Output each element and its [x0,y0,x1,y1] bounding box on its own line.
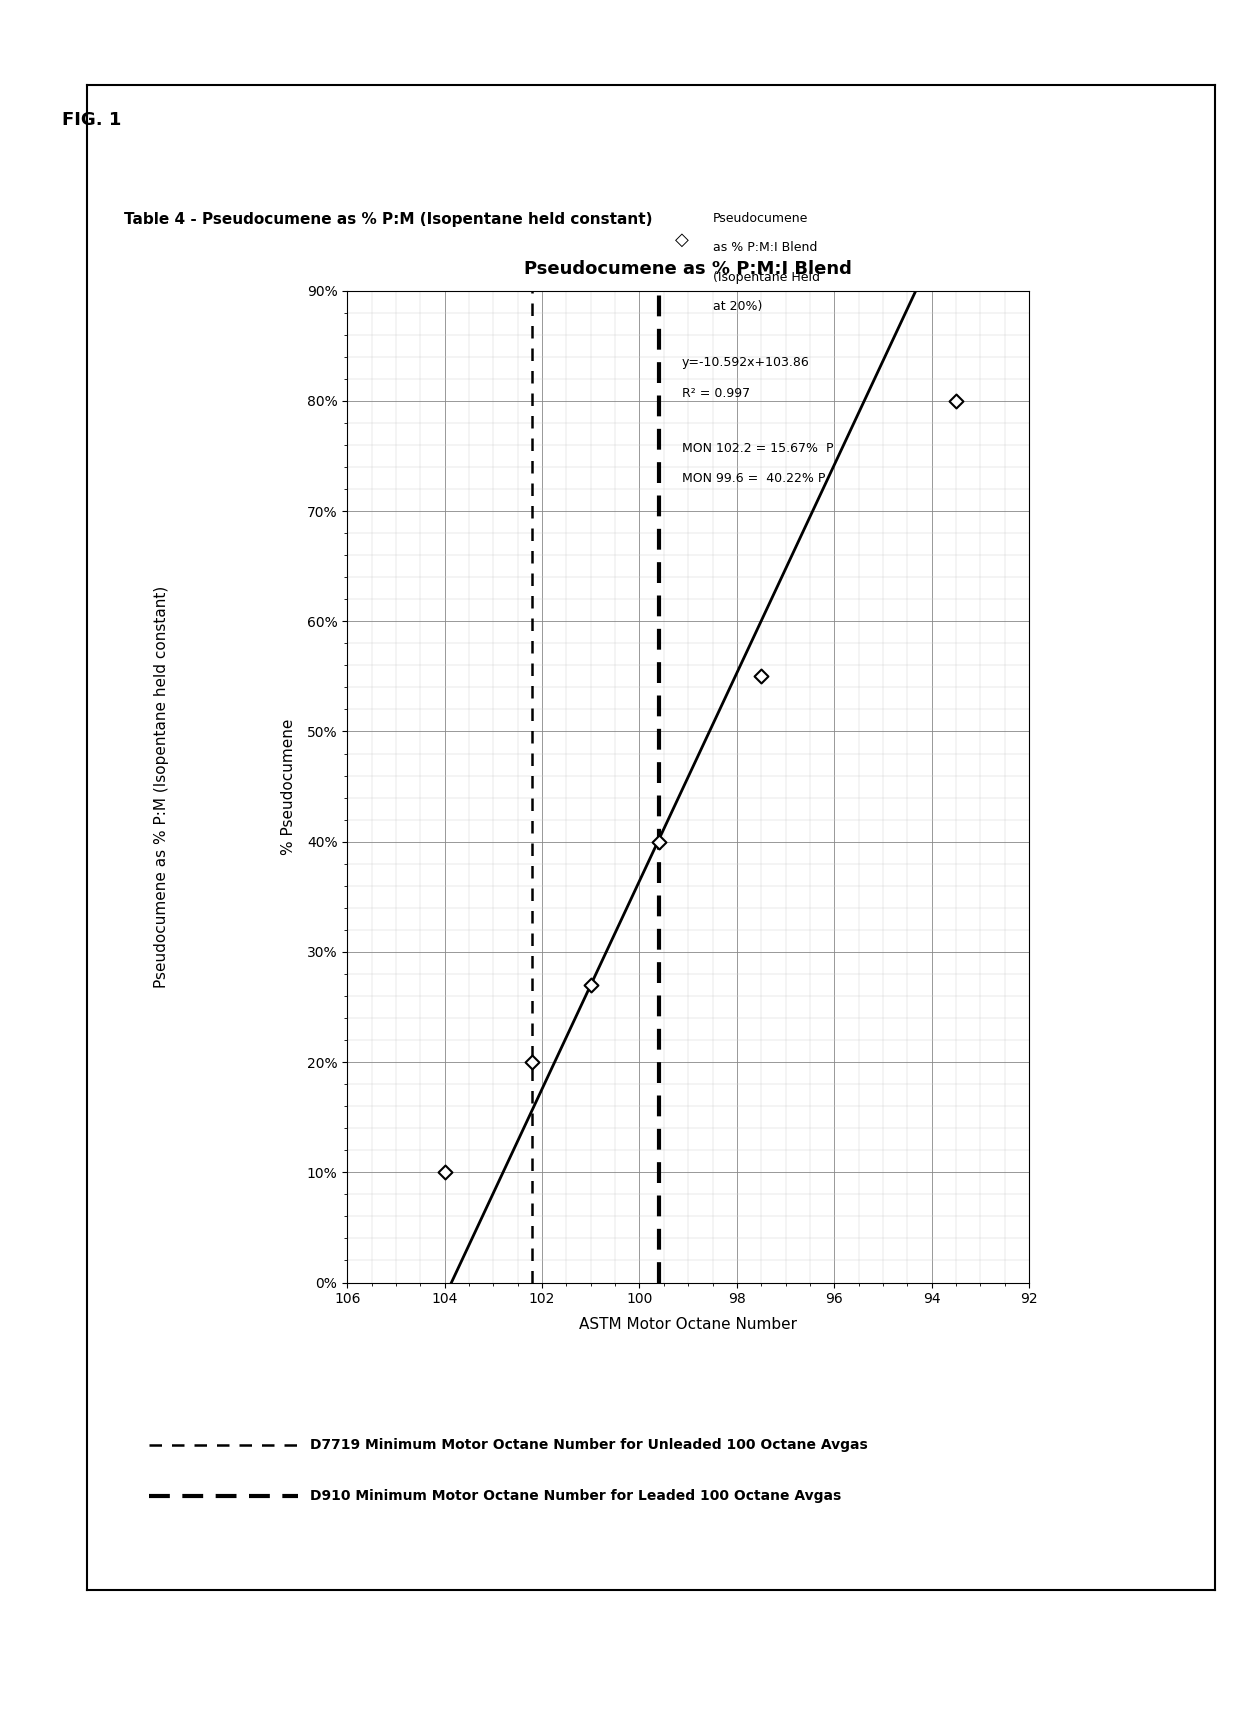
X-axis label: ASTM Motor Octane Number: ASTM Motor Octane Number [579,1317,797,1332]
Point [522,1048,542,1076]
Text: Pseudocumene: Pseudocumene [713,212,808,226]
Text: Pseudocumene as % P:M (Isopentane held constant): Pseudocumene as % P:M (Isopentane held c… [154,585,169,988]
Text: R² = 0.997: R² = 0.997 [682,386,750,400]
Point [946,386,966,414]
Point [649,828,668,855]
Title: Pseudocumene as % P:M:I Blend: Pseudocumene as % P:M:I Blend [525,260,852,279]
Text: y=-10.592x+103.86: y=-10.592x+103.86 [682,356,810,369]
Text: D910 Minimum Motor Octane Number for Leaded 100 Octane Avgas: D910 Minimum Motor Octane Number for Lea… [310,1489,841,1503]
Text: D7719 Minimum Motor Octane Number for Unleaded 100 Octane Avgas: D7719 Minimum Motor Octane Number for Un… [310,1438,868,1452]
Point [435,1159,455,1187]
Point [580,971,600,999]
Text: MON 102.2 = 15.67%  P: MON 102.2 = 15.67% P [682,441,833,455]
Text: MON 99.6 =  40.22% P: MON 99.6 = 40.22% P [682,472,826,486]
Text: as % P:M:I Blend: as % P:M:I Blend [713,241,817,255]
Y-axis label: % Pseudocumene: % Pseudocumene [280,718,295,855]
Text: at 20%): at 20%) [713,299,763,313]
Point [751,663,771,691]
Text: FIG. 1: FIG. 1 [62,111,122,130]
Text: ◇: ◇ [675,231,689,248]
Text: Table 4 - Pseudocumene as % P:M (Isopentane held constant): Table 4 - Pseudocumene as % P:M (Isopent… [124,212,652,227]
Text: (Isopentane Held: (Isopentane Held [713,270,820,284]
